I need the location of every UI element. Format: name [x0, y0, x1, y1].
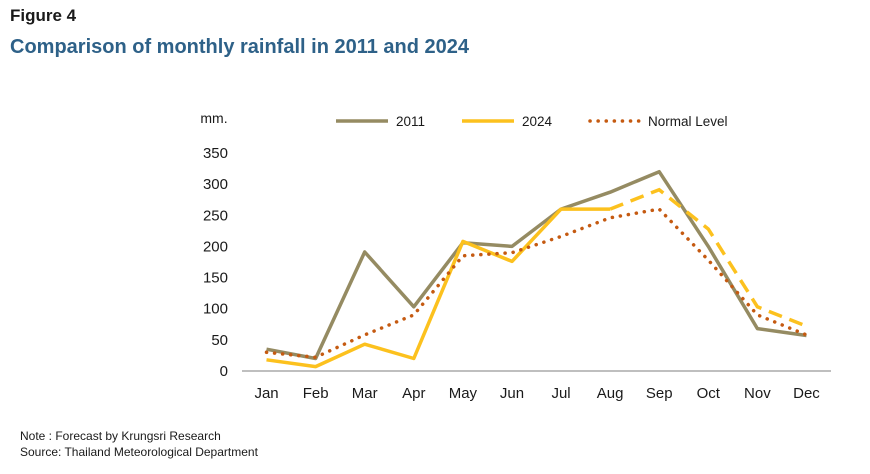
series-line-normal-level — [264, 207, 809, 360]
note-text: Note : Forecast by Krungsri Research — [20, 429, 221, 443]
series-line-2024-forecast — [609, 187, 808, 328]
y-tick-label: 200 — [203, 238, 228, 255]
figure-label: Figure 4 — [10, 6, 77, 25]
source-text: Source: Thailand Meteorological Departme… — [20, 445, 258, 459]
x-tick-label: Aug — [597, 385, 624, 402]
y-tick-label: 100 — [203, 301, 228, 318]
series-group — [264, 169, 809, 369]
x-tick-label: Feb — [303, 385, 329, 402]
y-tick-label: 150 — [203, 270, 228, 287]
y-tick-label: 350 — [203, 145, 228, 162]
x-tick-label: Mar — [352, 385, 378, 402]
legend: 2011 2024 Normal Level — [336, 114, 728, 129]
legend-label: 2011 — [396, 114, 425, 129]
y-axis-ticks: 0 50 100 150 200 250 300 350 — [203, 145, 228, 380]
y-tick-label: 250 — [203, 207, 228, 224]
x-tick-label: Nov — [744, 385, 771, 402]
x-tick-label: May — [449, 385, 478, 402]
notes: Note : Forecast by Krungsri Research Sou… — [20, 428, 258, 460]
x-tick-label: Jun — [500, 385, 524, 402]
x-tick-label: Apr — [402, 385, 425, 402]
chart-title: Comparison of monthly rainfall in 2011 a… — [10, 36, 470, 58]
x-axis-ticks: Jan Feb Mar Apr May Jun Jul Aug Sep Oct Nov Dec — [254, 385, 820, 402]
x-tick-label: Dec — [793, 385, 820, 402]
series-line-2011 — [266, 169, 807, 361]
series-line-2024 — [266, 207, 611, 369]
y-tick-label: 300 — [203, 176, 228, 193]
legend-label: 2024 — [522, 114, 553, 129]
x-tick-label: Jan — [254, 385, 278, 402]
y-axis-label: mm. — [200, 110, 227, 126]
y-tick-label: 50 — [211, 332, 228, 349]
y-tick-label: 0 — [220, 363, 228, 380]
legend-label: Normal Level — [648, 114, 728, 129]
x-tick-label: Jul — [551, 385, 570, 402]
x-tick-label: Sep — [646, 385, 673, 402]
x-tick-label: Oct — [697, 385, 721, 402]
